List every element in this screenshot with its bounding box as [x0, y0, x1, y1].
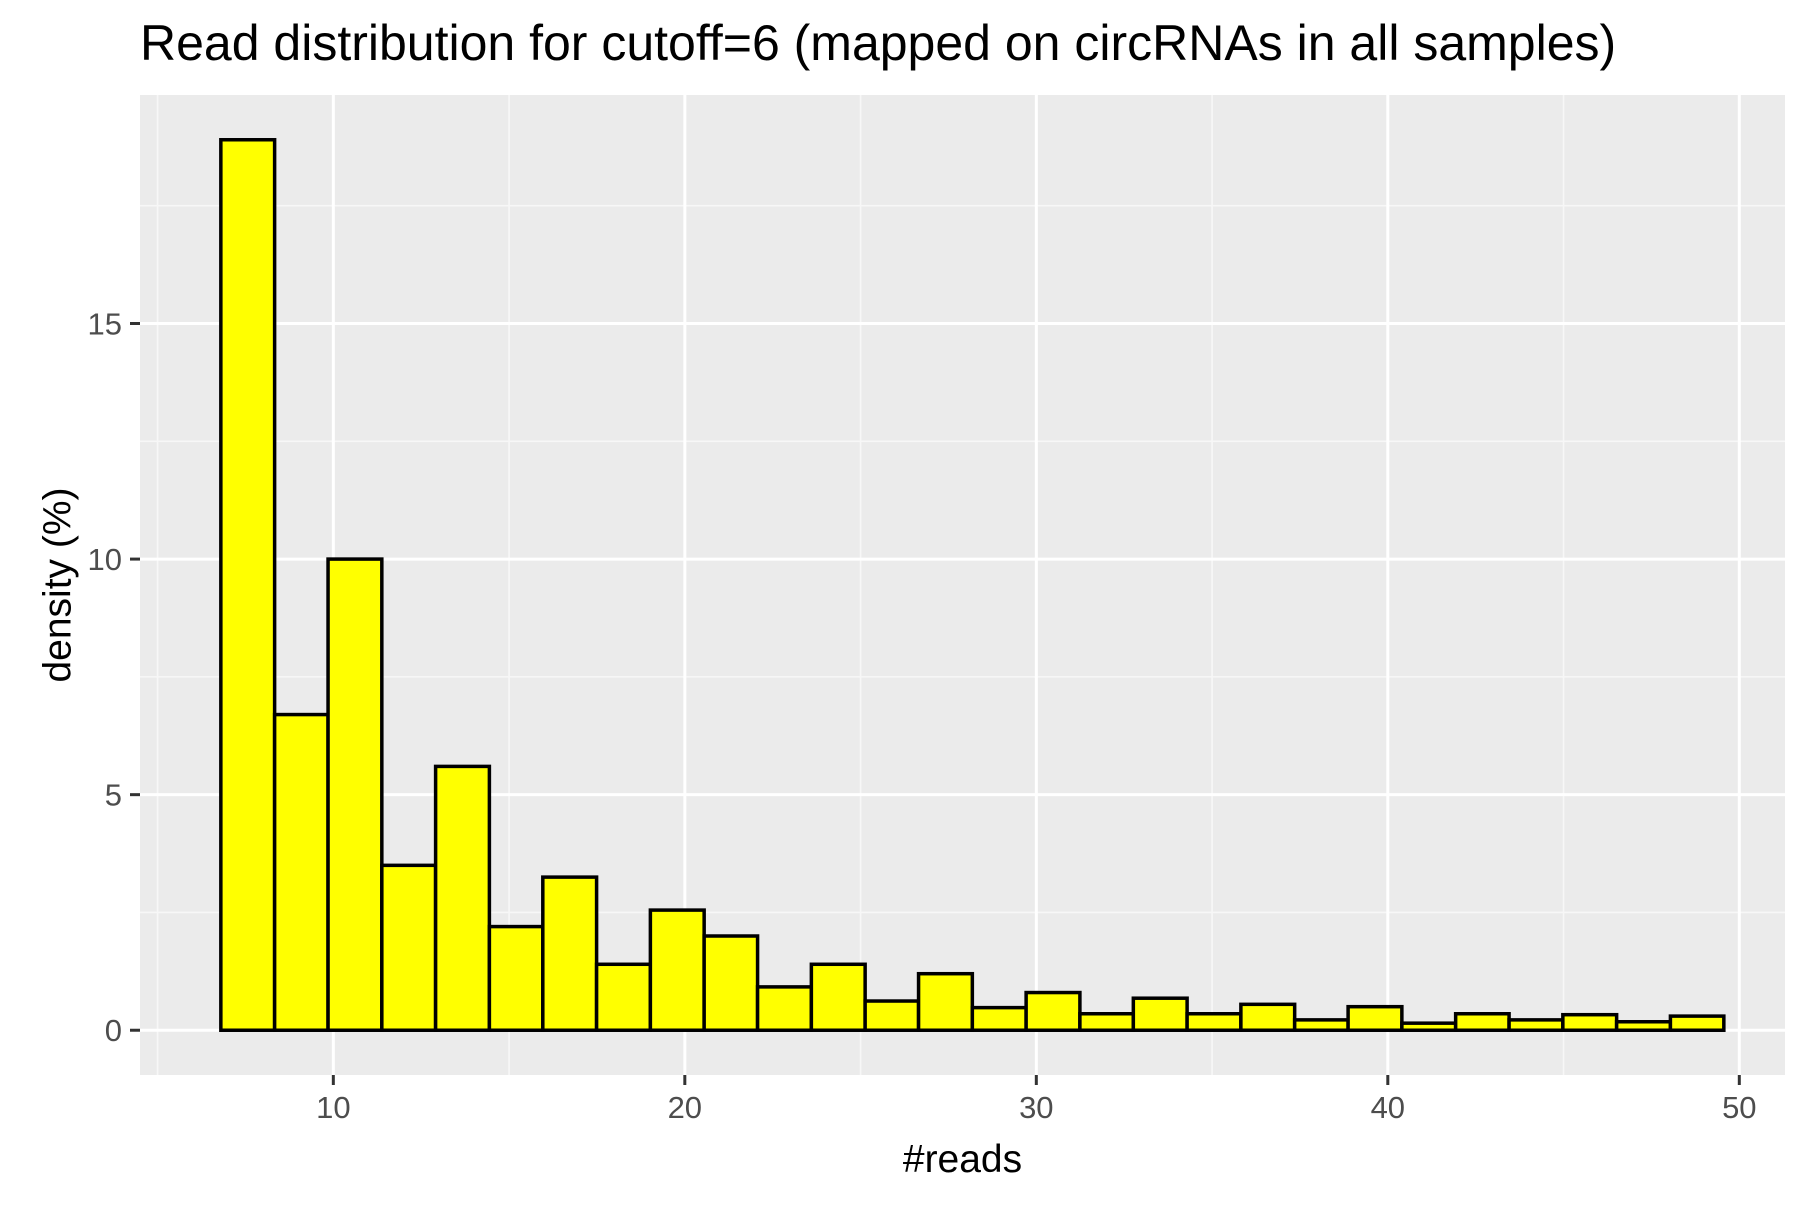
histogram-bar [219, 138, 277, 1032]
y-tick-label: 15 [88, 307, 122, 342]
histogram-bar [1400, 1021, 1458, 1032]
histogram-bar [755, 985, 814, 1032]
x-tick-label: 50 [1722, 1090, 1756, 1125]
histogram-bar [1453, 1012, 1511, 1032]
y-axis-title: density (%) [37, 487, 80, 682]
histogram-bar [1507, 1018, 1565, 1032]
histogram-bar [1561, 1012, 1619, 1032]
histogram-bar [433, 764, 492, 1032]
histogram-bar [541, 875, 599, 1032]
histogram-bar [1292, 1018, 1350, 1032]
histogram-bar [1614, 1020, 1673, 1032]
histogram-bar [1131, 996, 1189, 1032]
x-axis-title: #reads [903, 1138, 1022, 1181]
histogram-bar [1346, 1004, 1404, 1032]
histogram-bar [380, 863, 438, 1032]
y-tick-label: 0 [105, 1013, 122, 1048]
histogram-bar [1024, 990, 1082, 1032]
y-tick-label: 5 [105, 778, 122, 813]
histogram-bar [648, 908, 706, 1032]
histogram-bars [219, 138, 1726, 1032]
histogram-bar [702, 934, 760, 1032]
histogram-bar [809, 962, 867, 1032]
x-tick-label: 10 [316, 1090, 350, 1125]
chart-title: Read distribution for cutoff=6 (mapped o… [140, 15, 1616, 71]
histogram-bar [1078, 1012, 1136, 1032]
y-tick-label: 10 [88, 542, 122, 577]
x-tick-label: 20 [668, 1090, 702, 1125]
histogram-bar [487, 924, 545, 1032]
histogram-bar [863, 999, 921, 1032]
histogram-bar [1239, 1002, 1297, 1032]
x-axis: 10 20 30 40 50 [316, 1075, 1757, 1125]
histogram-bar [970, 1005, 1028, 1032]
histogram-bar [594, 962, 653, 1032]
histogram-bar [272, 712, 330, 1032]
histogram-bar [916, 971, 975, 1032]
x-tick-label: 40 [1371, 1090, 1405, 1125]
y-axis: 0 5 10 15 [88, 307, 140, 1048]
minor-gridlines [140, 95, 1785, 1075]
histogram-bar [326, 557, 384, 1032]
histogram-bar [1185, 1012, 1243, 1032]
histogram-bar [1668, 1014, 1726, 1032]
x-tick-label: 30 [1019, 1090, 1053, 1125]
